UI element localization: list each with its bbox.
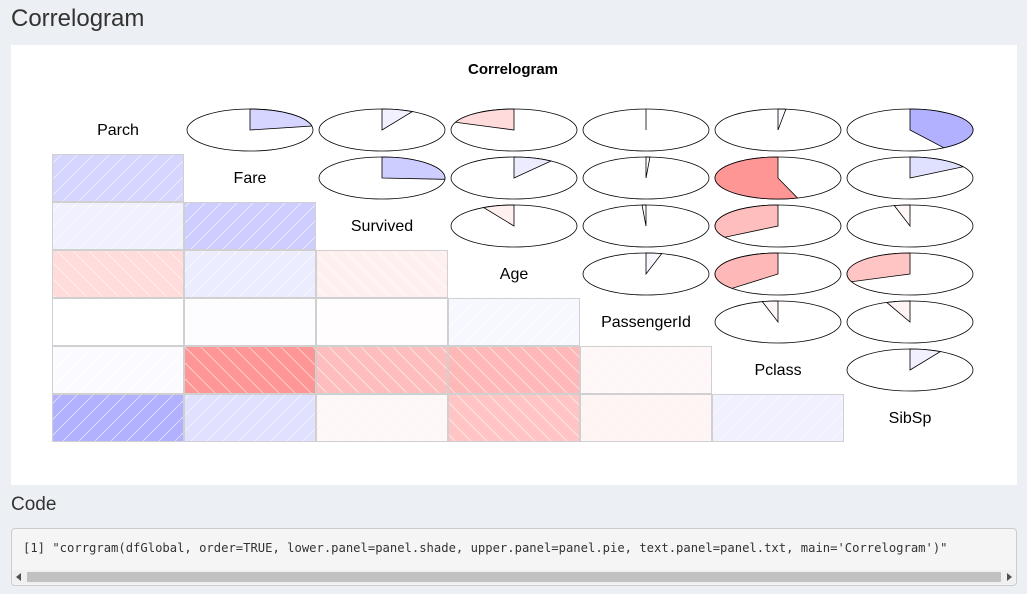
pie-cell-parch-sibsp	[846, 108, 974, 152]
pie-cell-parch-pclass	[714, 108, 842, 152]
shade-cell-passengerid-fare	[184, 298, 316, 346]
code-output: [1] "corrgram(dfGlobal, order=TRUE, lowe…	[11, 528, 1017, 586]
pie-cell-survived-passengerid	[582, 204, 710, 248]
chart-title: Correlogram	[468, 61, 558, 78]
shade-cell-pclass-fare	[184, 346, 316, 394]
shade-cell-age-parch	[52, 250, 184, 298]
shade-cell-sibsp-fare	[184, 394, 316, 442]
pie-cell-pclass-sibsp	[846, 348, 974, 392]
pie-cell-fare-passengerid	[582, 156, 710, 200]
code-text: [1] "corrgram(dfGlobal, order=TRUE, lowe…	[23, 541, 948, 555]
page-title: Correlogram	[11, 5, 145, 32]
pie-cell-age-pclass	[714, 252, 842, 296]
scroll-right-arrow-icon[interactable]	[1007, 573, 1012, 581]
shade-cell-sibsp-passengerid	[580, 394, 712, 442]
shade-cell-survived-fare	[184, 202, 316, 250]
pie-cell-age-passengerid	[582, 252, 710, 296]
diagonal-label-passengerid: PassengerId	[601, 314, 691, 331]
scrollbar-thumb[interactable]	[27, 572, 1001, 582]
diagonal-label-age: Age	[500, 266, 529, 283]
diagonal-label-pclass: Pclass	[754, 362, 801, 379]
shade-cell-passengerid-survived	[316, 298, 448, 346]
correlogram-panel: Correlogram Parch Fare Survived Age Passenge…	[11, 45, 1017, 485]
shade-cell-pclass-passengerid	[580, 346, 712, 394]
shade-cell-pclass-parch	[52, 346, 184, 394]
pie-cell-survived-age	[450, 204, 578, 248]
pie-cell-parch-passengerid	[582, 108, 710, 152]
correlogram-chart: Correlogram Parch Fare Survived Age Passenge…	[52, 61, 974, 442]
pie-cell-passengerid-sibsp	[846, 300, 974, 344]
diagonal-label-parch: Parch	[97, 122, 139, 139]
pie-cell-survived-pclass	[714, 204, 842, 248]
shade-cell-age-survived	[316, 250, 448, 298]
pie-cell-parch-survived	[318, 108, 446, 152]
pie-cell-survived-sibsp	[846, 204, 974, 248]
shade-cell-passengerid-parch	[52, 298, 184, 346]
pie-cell-fare-pclass	[714, 156, 842, 200]
shade-cell-pclass-age	[448, 346, 580, 394]
pie-cell-fare-sibsp	[846, 156, 974, 200]
shade-cell-age-fare	[184, 250, 316, 298]
shade-cell-pclass-survived	[316, 346, 448, 394]
pie-cell-passengerid-pclass	[714, 300, 842, 344]
code-heading: Code	[11, 494, 57, 515]
pie-cell-parch-age	[450, 108, 578, 152]
pie-cell-parch-fare	[186, 108, 314, 152]
shade-cell-fare-parch	[52, 154, 184, 202]
diagonal-label-survived: Survived	[351, 218, 413, 235]
shade-cell-survived-parch	[52, 202, 184, 250]
pie-cell-fare-age	[450, 156, 578, 200]
horizontal-scrollbar[interactable]	[13, 570, 1015, 584]
shade-cell-passengerid-age	[448, 298, 580, 346]
pie-cell-age-sibsp	[846, 252, 974, 296]
correlogram-cells: Parch Fare Survived Age PassengerId Pclass Sib…	[52, 108, 974, 442]
pie-cell-fare-survived	[318, 156, 446, 200]
shade-cell-sibsp-parch	[52, 394, 184, 442]
shade-cell-sibsp-survived	[316, 394, 448, 442]
scroll-left-arrow-icon[interactable]	[16, 573, 21, 581]
shade-cell-sibsp-age	[448, 394, 580, 442]
diagonal-label-fare: Fare	[234, 170, 267, 187]
diagonal-label-sibsp: SibSp	[889, 410, 932, 427]
shade-cell-sibsp-pclass	[712, 394, 844, 442]
